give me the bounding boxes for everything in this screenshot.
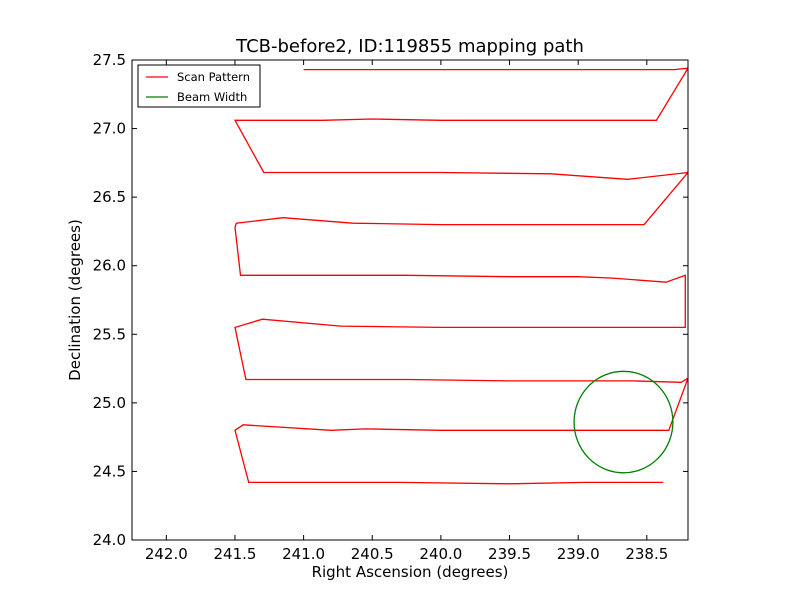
legend: Scan Pattern Beam Width	[137, 64, 261, 108]
x-tick-label: 241.5	[213, 545, 256, 563]
legend-label: Beam Width	[177, 90, 247, 104]
chart-title: TCB-before2, ID:119855 mapping path	[235, 36, 584, 57]
y-tick-label: 26.5	[93, 188, 126, 206]
beam-width-circle	[573, 370, 674, 474]
y-tick-label: 27.0	[93, 120, 126, 138]
x-tick-label: 239.0	[557, 545, 600, 563]
x-tick-label: 238.5	[625, 545, 668, 563]
legend-label: Scan Pattern	[177, 70, 250, 84]
y-tick-label: 24.0	[93, 531, 126, 549]
y-tick-label: 24.5	[93, 462, 126, 480]
x-tick-label: 240.5	[351, 545, 394, 563]
x-tick-label: 242.0	[145, 545, 188, 563]
plot-area	[233, 67, 688, 485]
x-axis-label: Right Ascension (degrees)	[312, 563, 509, 581]
x-tick-label: 239.5	[488, 545, 531, 563]
x-tick-label: 240.0	[419, 545, 462, 563]
x-tick-label: 241.0	[282, 545, 325, 563]
y-tick-label: 25.0	[93, 394, 126, 412]
y-axis-label: Declination (degrees)	[66, 219, 84, 381]
y-tick-label: 25.5	[93, 325, 126, 343]
scan-pattern-line	[233, 67, 688, 485]
plot-frame	[131, 59, 689, 541]
legend-box	[137, 64, 261, 108]
y-tick-label: 27.5	[93, 51, 126, 69]
y-tick-label: 26.0	[93, 257, 126, 275]
axis-ticks: 242.0 241.5 241.0 240.5 240.0 239.5 239.0 238.5…	[93, 51, 688, 563]
